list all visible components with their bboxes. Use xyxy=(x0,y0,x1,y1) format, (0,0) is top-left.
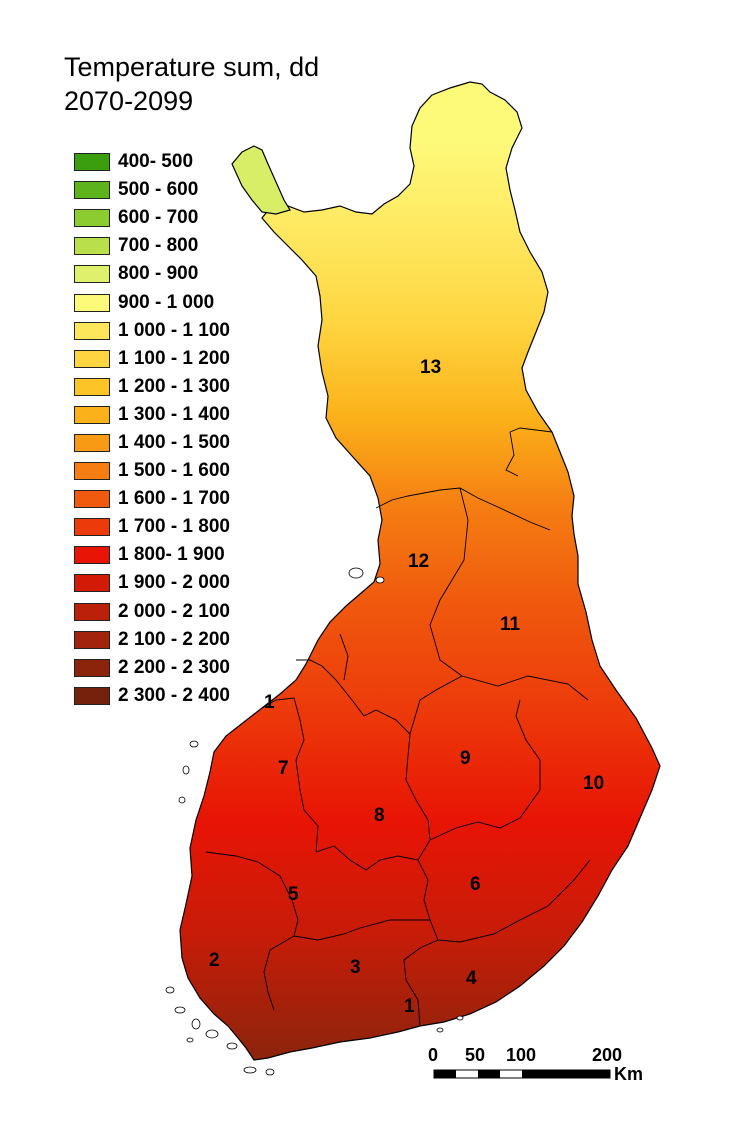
scale-label-200: 200 xyxy=(592,1045,622,1065)
legend-label: 1 400 - 1 500 xyxy=(118,431,230,453)
scale-unit: Km xyxy=(614,1064,643,1084)
region-label-13: 13 xyxy=(420,357,441,378)
region-label-8: 8 xyxy=(374,805,385,826)
legend-swatch xyxy=(74,574,110,593)
region-label-5: 5 xyxy=(288,884,299,905)
legend-swatch xyxy=(74,349,110,368)
legend-item: 1 800- 1 900 xyxy=(74,541,230,569)
region-label-10: 10 xyxy=(583,773,604,794)
legend-label: 500 - 600 xyxy=(118,179,199,201)
legend-label: 1 900 - 2 000 xyxy=(118,572,230,594)
legend-label: 400- 500 xyxy=(118,151,194,173)
region-label-1-north: 1 xyxy=(264,692,275,713)
legend-item: 1 100 - 1 200 xyxy=(74,345,230,373)
legend-swatch xyxy=(74,602,110,621)
legend-item: 2 300 - 2 400 xyxy=(74,682,230,710)
legend-item: 1 500 - 1 600 xyxy=(74,457,230,485)
scale-bar: 0 50 100 200 Km xyxy=(428,1045,643,1084)
legend-label: 1 100 - 1 200 xyxy=(118,347,230,369)
legend-label: 1 200 - 1 300 xyxy=(118,375,230,397)
region-label-1-south: 1 xyxy=(404,996,415,1017)
legend-label: 2 300 - 2 400 xyxy=(118,684,230,706)
legend-label: 700 - 800 xyxy=(118,235,199,257)
legend-item: 2 200 - 2 300 xyxy=(74,654,230,682)
legend-label: 1 800- 1 900 xyxy=(118,544,225,566)
region-label-4: 4 xyxy=(466,968,477,989)
legend-swatch xyxy=(74,433,110,452)
legend-item: 1 900 - 2 000 xyxy=(74,569,230,597)
legend-swatch xyxy=(74,181,110,200)
legend-swatch xyxy=(74,237,110,256)
legend-item: 500 - 600 xyxy=(74,176,230,204)
legend-item: 1 200 - 1 300 xyxy=(74,373,230,401)
finland-arm xyxy=(231,145,291,215)
legend-item: 1 600 - 1 700 xyxy=(74,485,230,513)
title-line-1: Temperature sum, dd xyxy=(64,52,320,82)
legend-swatch xyxy=(74,209,110,228)
legend-label: 1 000 - 1 100 xyxy=(118,319,230,341)
finland-outline xyxy=(179,81,661,1061)
region-borders xyxy=(205,427,591,1027)
legend-item: 2 000 - 2 100 xyxy=(74,598,230,626)
region-label-11: 11 xyxy=(500,614,521,635)
legend-label: 1 600 - 1 700 xyxy=(118,488,230,510)
legend-label: 2 200 - 2 300 xyxy=(118,656,230,678)
legend-item: 1 700 - 1 800 xyxy=(74,513,230,541)
region-label-6: 6 xyxy=(470,874,481,895)
islands xyxy=(165,567,464,1076)
legend: 400- 500 500 - 600 600 - 700 700 - 800 800 -… xyxy=(74,148,230,710)
region-label-2: 2 xyxy=(209,950,220,971)
legend-item: 400- 500 xyxy=(74,148,230,176)
legend-swatch xyxy=(74,405,110,424)
legend-label: 2 100 - 2 200 xyxy=(118,628,230,650)
scale-label-50: 50 xyxy=(465,1045,485,1065)
region-label-12: 12 xyxy=(408,551,429,572)
legend-swatch xyxy=(74,518,110,537)
legend-label: 600 - 700 xyxy=(118,207,199,229)
legend-label: 1 500 - 1 600 xyxy=(118,460,230,482)
title-line-2: 2070-2099 xyxy=(64,86,194,116)
legend-swatch xyxy=(74,630,110,649)
legend-swatch xyxy=(74,265,110,284)
legend-item: 600 - 700 xyxy=(74,204,230,232)
scale-label-0: 0 xyxy=(428,1045,438,1065)
legend-item: 1 300 - 1 400 xyxy=(74,401,230,429)
legend-swatch xyxy=(74,686,110,705)
legend-label: 1 300 - 1 400 xyxy=(118,403,230,425)
legend-swatch xyxy=(74,153,110,172)
legend-swatch xyxy=(74,321,110,340)
region-labels: 13 12 11 1 7 9 10 8 6 5 2 3 4 1 xyxy=(209,357,604,1017)
scale-label-100: 100 xyxy=(506,1045,536,1065)
legend-swatch xyxy=(74,546,110,565)
region-label-3: 3 xyxy=(350,957,361,978)
legend-label: 800 - 900 xyxy=(118,263,199,285)
legend-swatch xyxy=(74,377,110,396)
region-label-9: 9 xyxy=(460,748,471,769)
legend-item: 2 100 - 2 200 xyxy=(74,626,230,654)
legend-item: 800 - 900 xyxy=(74,260,230,288)
legend-label: 2 000 - 2 100 xyxy=(118,600,230,622)
legend-item: 1 400 - 1 500 xyxy=(74,429,230,457)
legend-label: 900 - 1 000 xyxy=(118,291,215,313)
map-title: Temperature sum, dd 2070-2099 xyxy=(64,50,319,118)
legend-swatch xyxy=(74,462,110,481)
region-label-7: 7 xyxy=(278,758,289,779)
legend-label: 1 700 - 1 800 xyxy=(118,516,230,538)
legend-swatch xyxy=(74,490,110,509)
legend-item: 1 000 - 1 100 xyxy=(74,317,230,345)
legend-swatch xyxy=(74,293,110,312)
legend-swatch xyxy=(74,658,110,677)
legend-item: 900 - 1 000 xyxy=(74,288,230,316)
legend-item: 700 - 800 xyxy=(74,232,230,260)
